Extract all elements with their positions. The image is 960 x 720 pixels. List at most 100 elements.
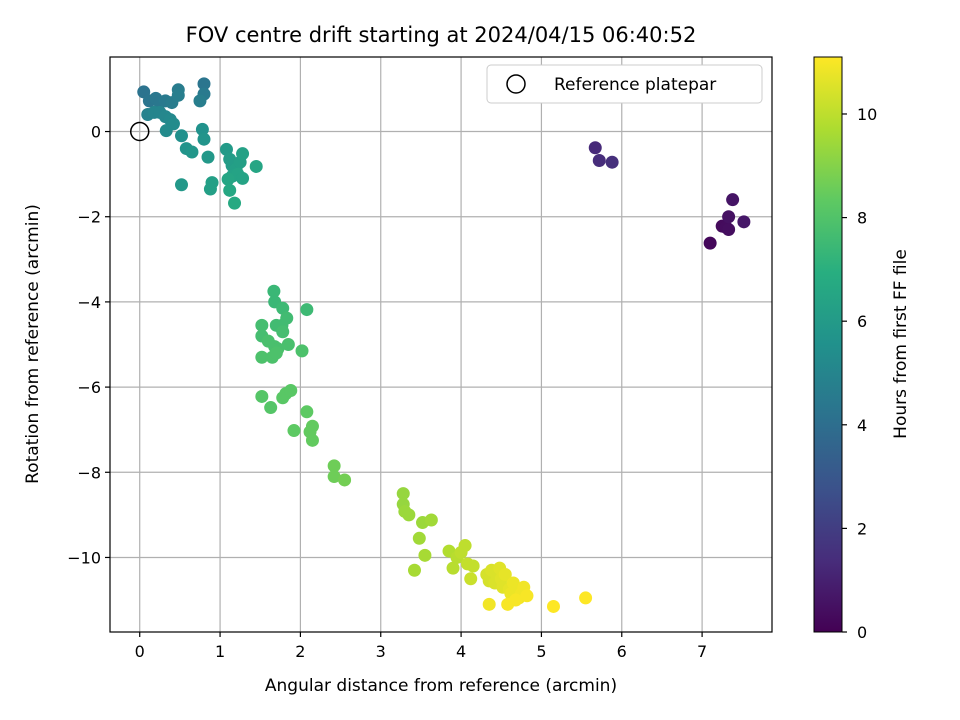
data-point — [464, 572, 478, 586]
colorbar-tick-label: 2 — [857, 519, 867, 538]
data-point — [223, 183, 237, 197]
colorbar-tick-label: 10 — [857, 105, 877, 124]
data-point — [236, 147, 250, 161]
data-point — [255, 318, 269, 332]
data-point — [338, 473, 352, 487]
x-tick-label: 5 — [536, 642, 546, 661]
colorbar-tick-label: 0 — [857, 623, 867, 642]
data-point — [305, 419, 319, 433]
data-point — [269, 346, 283, 360]
data-point — [295, 344, 309, 358]
colorbar-tick-label: 4 — [857, 416, 867, 435]
legend-box — [486, 64, 763, 104]
data-point — [737, 215, 751, 229]
data-point — [287, 424, 301, 438]
data-point — [726, 193, 740, 207]
data-point — [193, 94, 207, 108]
data-point — [284, 384, 298, 397]
y-tick-label: −6 — [77, 378, 101, 397]
x-tick-label: 0 — [135, 642, 145, 661]
data-point — [703, 236, 717, 250]
data-point — [249, 159, 263, 173]
y-tick-label: −8 — [77, 463, 101, 482]
data-point — [236, 171, 250, 185]
data-points — [137, 77, 751, 613]
data-point — [255, 389, 269, 403]
data-point — [276, 301, 290, 315]
data-point — [280, 311, 294, 325]
data-point — [219, 142, 233, 156]
y-axis-label: Rotation from reference (arcmin) — [23, 204, 43, 484]
data-point — [722, 210, 736, 224]
data-point — [592, 154, 606, 167]
data-point — [228, 196, 242, 210]
grid — [110, 57, 772, 632]
plot-area — [109, 56, 773, 633]
data-point — [185, 145, 199, 159]
colorbar-gradient — [813, 56, 843, 633]
data-point — [159, 124, 173, 138]
data-point — [605, 155, 619, 169]
data-point — [424, 513, 438, 527]
data-point — [402, 508, 416, 522]
data-point — [175, 178, 189, 192]
data-point — [264, 401, 278, 415]
data-point — [546, 599, 560, 613]
data-point — [300, 405, 314, 419]
y-tick-label: −10 — [67, 548, 101, 567]
data-point — [327, 470, 341, 484]
data-point — [281, 338, 295, 351]
data-point — [305, 433, 319, 447]
data-point — [418, 548, 432, 562]
data-point — [175, 129, 189, 143]
data-point — [171, 88, 185, 102]
data-point — [197, 77, 211, 91]
x-tick-label: 2 — [295, 642, 305, 661]
colorbar-label: Hours from first FF file — [891, 249, 911, 439]
data-point — [221, 172, 235, 186]
colorbar: 0 2 4 6 8 10 Hours from first FF file — [813, 56, 911, 642]
data-point — [203, 182, 217, 196]
x-tick-label: 4 — [456, 642, 466, 661]
data-point — [412, 531, 426, 545]
data-point — [509, 593, 523, 607]
x-tick-label: 3 — [376, 642, 386, 661]
legend-marker-icon — [506, 74, 526, 94]
y-tick-label: 0 — [91, 123, 101, 142]
chart-title: FOV centre drift starting at 2024/04/15 … — [186, 23, 697, 47]
data-point — [197, 132, 211, 146]
data-point — [722, 223, 736, 236]
colorbar-tick-label: 8 — [857, 209, 867, 228]
legend: Reference platepar — [486, 64, 763, 104]
data-point — [482, 597, 496, 611]
reference-platepar-marker — [129, 121, 150, 142]
data-point — [267, 284, 281, 298]
data-point — [300, 303, 314, 317]
data-point — [276, 325, 290, 339]
data-point — [407, 563, 421, 577]
data-point — [396, 487, 410, 501]
data-point — [201, 150, 215, 164]
y-tick-label: −2 — [77, 208, 101, 227]
y-axis: 0 −2 −4 −6 −8 −10 — [67, 123, 110, 567]
plot-frame — [109, 56, 773, 633]
data-point — [195, 122, 209, 136]
data-point — [446, 561, 460, 575]
y-tick-label: −4 — [77, 293, 101, 312]
x-axis-label: Angular distance from reference (arcmin) — [265, 676, 617, 696]
colorbar-ticks: 0 2 4 6 8 10 — [842, 105, 877, 642]
data-point — [327, 459, 341, 473]
x-axis: 0 1 2 3 4 5 6 7 — [135, 632, 707, 661]
x-tick-label: 1 — [215, 642, 225, 661]
legend-entry-reference: Reference platepar — [554, 75, 716, 95]
data-point — [588, 141, 602, 155]
data-point — [520, 589, 534, 603]
data-point — [466, 559, 480, 573]
data-point — [579, 591, 593, 605]
x-tick-label: 6 — [617, 642, 627, 661]
data-point — [255, 350, 269, 364]
data-point — [498, 568, 512, 581]
colorbar-tick-label: 6 — [857, 312, 867, 331]
data-point — [458, 539, 472, 553]
